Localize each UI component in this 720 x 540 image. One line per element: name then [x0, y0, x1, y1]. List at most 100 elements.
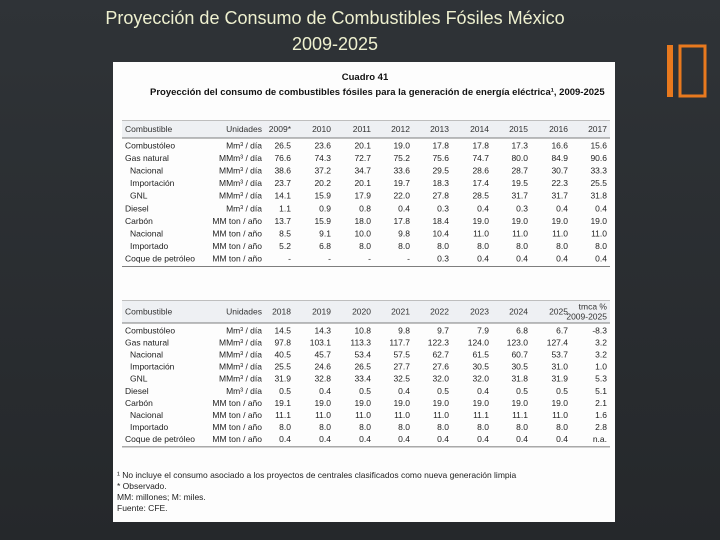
- cell: 22.3: [551, 178, 568, 188]
- column-header: 2022: [430, 306, 449, 316]
- cell: 11.1: [512, 410, 528, 420]
- row-label: Nacional: [130, 349, 163, 359]
- cell: MMm³ / día: [219, 349, 262, 359]
- cell: 127.4: [547, 337, 569, 347]
- cell: 8.0: [359, 241, 371, 251]
- column-header: 2024: [509, 306, 528, 316]
- cell: MM ton / año: [212, 216, 262, 226]
- column-header: 2019: [312, 306, 331, 316]
- cell: 0.4: [477, 203, 489, 213]
- header-shade: [122, 301, 610, 323]
- cell: 9.8: [398, 325, 410, 335]
- cell: 113.3: [350, 337, 371, 347]
- cell: 25.5: [274, 362, 291, 372]
- cell: 19.0: [590, 216, 607, 226]
- cell: -: [368, 254, 371, 264]
- cell: 17.8: [472, 140, 489, 150]
- cell: 0.5: [359, 386, 371, 396]
- cell: 5.3: [595, 374, 607, 384]
- column-header: 2012: [391, 124, 410, 134]
- cell: 14.5: [274, 325, 291, 335]
- column-header: 2023: [470, 306, 489, 316]
- cell: n.a.: [593, 434, 607, 444]
- cell: Mm³ / día: [226, 386, 262, 396]
- cell: 27.6: [432, 362, 449, 372]
- cell: 117.7: [389, 337, 410, 347]
- column-header: tmca %: [579, 301, 608, 311]
- cell: 11.1: [473, 410, 489, 420]
- cell: 6.8: [319, 241, 331, 251]
- cell: 103.1: [310, 337, 332, 347]
- row-label: Importación: [130, 362, 175, 372]
- column-header: 2025: [549, 306, 568, 316]
- cell: 32.0: [432, 374, 449, 384]
- cell: MM ton / año: [212, 254, 262, 264]
- column-header: 2021: [391, 306, 410, 316]
- cell: MMm³ / día: [219, 178, 262, 188]
- cell: 0.3: [437, 254, 449, 264]
- cell: 15.6: [590, 140, 607, 150]
- cell: 23.6: [314, 140, 331, 150]
- cell: 8.0: [398, 422, 410, 432]
- cell: Mm³ / día: [226, 203, 262, 213]
- cell: 0.9: [319, 203, 331, 213]
- cell: -: [407, 254, 410, 264]
- row-label: Gas natural: [125, 153, 169, 163]
- cell: 2.8: [595, 422, 607, 432]
- cell: 3.2: [595, 337, 607, 347]
- cell: 14.3: [314, 325, 331, 335]
- cell: 8.0: [437, 422, 449, 432]
- cell: 10.8: [354, 325, 371, 335]
- column-header: Unidades: [226, 306, 262, 316]
- cell: 19.0: [551, 398, 568, 408]
- cell: 31.0: [551, 362, 568, 372]
- cell: 74.7: [472, 153, 489, 163]
- cell: 2.1: [595, 398, 607, 408]
- column-header: 2017: [588, 124, 607, 134]
- cell: 76.6: [274, 153, 291, 163]
- cell: MM ton / año: [212, 228, 262, 238]
- cell: 19.0: [432, 398, 449, 408]
- cell: -8.3: [592, 325, 607, 335]
- cell: 84.9: [551, 153, 568, 163]
- cell: MMm³ / día: [219, 337, 262, 347]
- cell: 11.0: [394, 410, 410, 420]
- cell: 31.7: [551, 191, 568, 201]
- cell: MMm³ / día: [219, 374, 262, 384]
- cell: 0.4: [516, 434, 528, 444]
- tables: Combustible Unidades 2009* 2010 2011 2012 2013…: [117, 120, 610, 513]
- cell: 0.4: [398, 386, 410, 396]
- cell: 40.5: [274, 349, 291, 359]
- cell: 19.0: [551, 216, 568, 226]
- header-shade: [122, 121, 610, 138]
- cell: 57.5: [393, 349, 410, 359]
- cell: 19.1: [274, 398, 291, 408]
- column-header: 2018: [272, 306, 291, 316]
- cell: 8.0: [516, 241, 528, 251]
- cell: 30.5: [472, 362, 489, 372]
- cell: 5.2: [279, 241, 291, 251]
- row-label: Gas natural: [125, 337, 169, 347]
- cell: 45.7: [314, 349, 331, 359]
- cell: 27.8: [432, 191, 449, 201]
- cell: 30.5: [511, 362, 528, 372]
- cell: 0.4: [359, 434, 371, 444]
- cell: 27.7: [393, 362, 410, 372]
- row-label: Diesel: [125, 203, 149, 213]
- cell: 31.8: [511, 374, 528, 384]
- cell: 0.4: [595, 254, 607, 264]
- cell: 6.8: [516, 325, 528, 335]
- cell: 29.5: [432, 165, 449, 175]
- row-label: Diesel: [125, 386, 149, 396]
- cell: 5.1: [595, 386, 607, 396]
- cell: 17.3: [511, 140, 528, 150]
- figure-caption: Proyección del consumo de combustibles f…: [150, 87, 605, 98]
- cell: 31.8: [590, 191, 607, 201]
- cell: 13.7: [274, 216, 291, 226]
- column-header: 2015: [509, 124, 528, 134]
- cell: 1.1: [279, 203, 291, 213]
- accent-box: [678, 44, 707, 98]
- cell: 20.1: [354, 140, 371, 150]
- cell: 0.3: [516, 203, 528, 213]
- cell: 60.7: [511, 349, 528, 359]
